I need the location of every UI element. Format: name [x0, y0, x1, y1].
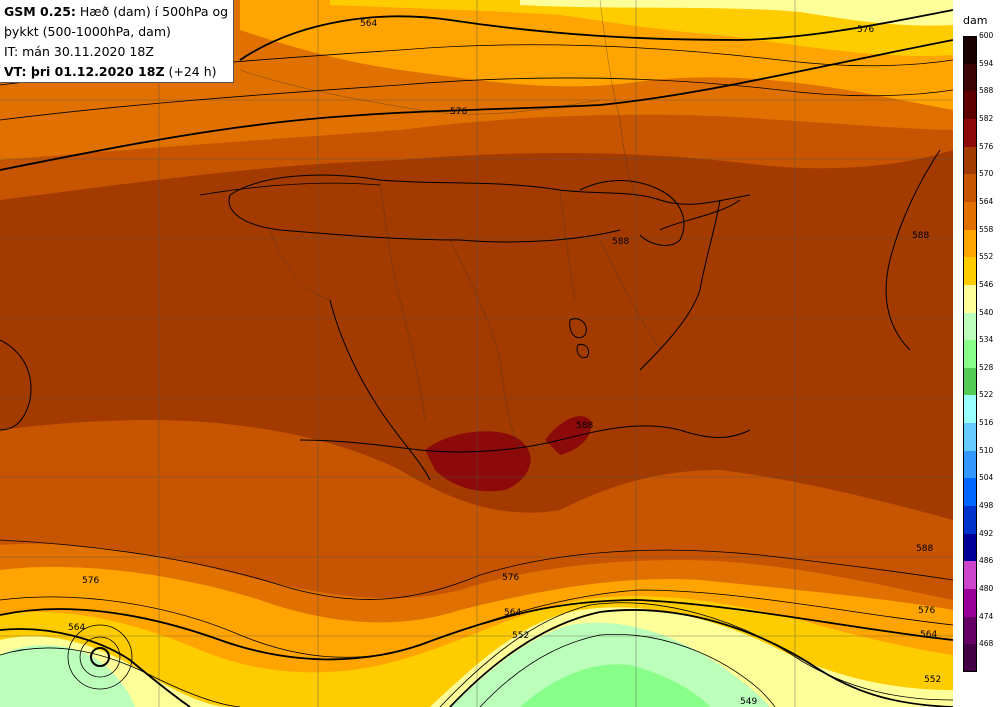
thickness-contours: [0, 44, 953, 707]
contour-label: 576: [82, 576, 99, 586]
legend-tick-label: 516: [979, 418, 994, 428]
contour-label: 588: [916, 544, 933, 554]
legend-tick-label: 504: [979, 473, 994, 483]
legend-tick-label: 486: [979, 556, 994, 566]
contour-label: 576: [450, 107, 467, 117]
coast-inlet: [659, 199, 741, 231]
field-552-north: [330, 0, 953, 56]
field-534-south: [520, 664, 710, 707]
contour-label: 576: [918, 606, 935, 616]
low-center: [67, 624, 133, 690]
legend-tick-label: 570: [979, 169, 994, 179]
model-name: GSM 0.25:: [4, 4, 76, 19]
legend-tick-label: 468: [979, 639, 994, 649]
legend-unit: dam: [963, 14, 988, 27]
field-540-southwest: [0, 645, 135, 707]
initial-time: IT: mán 30.11.2020 18Z: [4, 44, 154, 59]
coast-right: [885, 149, 941, 351]
legend-tick-label: 588: [979, 86, 994, 96]
contour-label: 588: [576, 421, 593, 431]
forecast-offset: (+24 h): [168, 64, 217, 79]
legend-tick-label: 582: [979, 113, 994, 123]
graticule: [0, 0, 953, 707]
contour-label: 564: [504, 608, 521, 618]
coast-africa-west: [329, 299, 431, 481]
coast-island-mid: [569, 318, 587, 339]
coast-left-edge: [0, 339, 32, 431]
coastlines: [0, 149, 941, 481]
legend-tick-label: 510: [979, 445, 994, 455]
coast-north-africa: [229, 174, 751, 205]
legend-border: [963, 36, 977, 672]
coast-peninsula: [579, 180, 685, 246]
field-description: Hæð (dam) í 500hPa og: [79, 4, 229, 19]
legend-tick-label: 564: [979, 196, 994, 206]
contour-labels: 564 576 576 588 588 588 588 576 564 552 …: [68, 19, 941, 707]
contour-label: 552: [924, 675, 941, 685]
field-582: [0, 150, 953, 520]
borders: [239, 0, 661, 451]
title-line: GSM 0.25: Hæð (dam) í 500hPa og: [4, 2, 229, 22]
contour-label: 564: [360, 19, 377, 29]
legend-tick-label: 558: [979, 224, 994, 234]
valid-time-line: VT: þri 01.12.2020 18Z (+24 h): [4, 62, 229, 82]
legend-tick-label: 528: [979, 362, 994, 372]
legend-tick-label: 552: [979, 252, 994, 262]
coast-sahara-loop: [228, 194, 621, 243]
legend-tick-label: 594: [979, 58, 994, 68]
legend-tick-label: 522: [979, 390, 994, 400]
legend-tick-label: 600: [979, 31, 994, 40]
contour-label: 549: [740, 697, 757, 707]
contour-label: 564: [68, 623, 85, 633]
legend-tick-label: 576: [979, 141, 994, 151]
field-description-2: þykkt (500-1000hPa, dam): [4, 24, 171, 39]
info-box: GSM 0.25: Hæð (dam) í 500hPa og þykkt (5…: [0, 0, 234, 83]
contour-label: 552: [512, 631, 529, 641]
legend-tick-label: 498: [979, 501, 994, 511]
field-546-north: [520, 0, 953, 26]
forecast-map: 564 576 576 588 588 588 588 576 564 552 …: [0, 0, 953, 707]
contour-label: 576: [502, 573, 519, 583]
contour-label: 588: [612, 237, 629, 247]
coast-east: [639, 199, 721, 371]
contour-label: 576: [857, 25, 874, 35]
field-588-east: [545, 416, 591, 455]
height-contours: [0, 9, 953, 707]
field-588-south: [425, 431, 531, 492]
valid-time: VT: þri 01.12.2020 18Z: [4, 64, 165, 79]
legend-tick-label: 534: [979, 335, 994, 345]
legend-tick-label: 540: [979, 307, 994, 317]
contour-label: 588: [912, 231, 929, 241]
coast-island-mid2: [576, 343, 590, 359]
legend-tick-label: 546: [979, 279, 994, 289]
coast-south: [299, 425, 751, 453]
legend-tick-label: 474: [979, 611, 994, 621]
contour-label: 564: [920, 630, 937, 640]
legend-tick-label: 492: [979, 528, 994, 538]
legend-tick-label: 480: [979, 584, 994, 594]
